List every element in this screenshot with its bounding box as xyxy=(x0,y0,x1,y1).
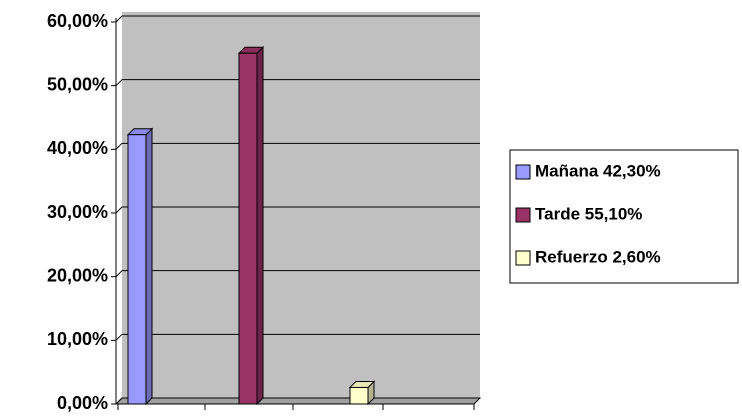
y-tick-label: 10,00% xyxy=(47,329,108,349)
y-tick-label: 50,00% xyxy=(47,74,108,94)
legend-swatch xyxy=(515,207,531,223)
back-wall xyxy=(122,12,480,398)
bar xyxy=(127,134,147,405)
y-tick-label: 40,00% xyxy=(47,138,108,158)
bar-side xyxy=(145,127,153,406)
y-tick-label: 30,00% xyxy=(47,202,108,222)
grid-line xyxy=(115,142,123,150)
grid-line xyxy=(115,79,123,87)
grid-line xyxy=(115,15,123,23)
grid-line xyxy=(115,206,123,214)
legend-label: Tarde 55,10% xyxy=(535,204,642,223)
legend-label: Mañana 42,30% xyxy=(535,161,661,180)
y-tick-label: 20,00% xyxy=(47,265,108,285)
y-tick-label: 60,00% xyxy=(47,11,108,31)
legend-swatch xyxy=(515,164,531,180)
bar xyxy=(238,52,258,405)
grid-line xyxy=(115,397,123,405)
legend-swatch xyxy=(515,250,531,266)
legend-label: Refuerzo 2,60% xyxy=(535,247,661,266)
bar xyxy=(349,386,369,405)
floor xyxy=(114,397,482,405)
y-tick-label: 0,00% xyxy=(57,393,108,413)
x-ticks xyxy=(117,404,475,410)
legend xyxy=(509,149,739,284)
bar-side xyxy=(256,45,264,406)
grid-line xyxy=(115,333,123,341)
grid-line xyxy=(115,270,123,278)
